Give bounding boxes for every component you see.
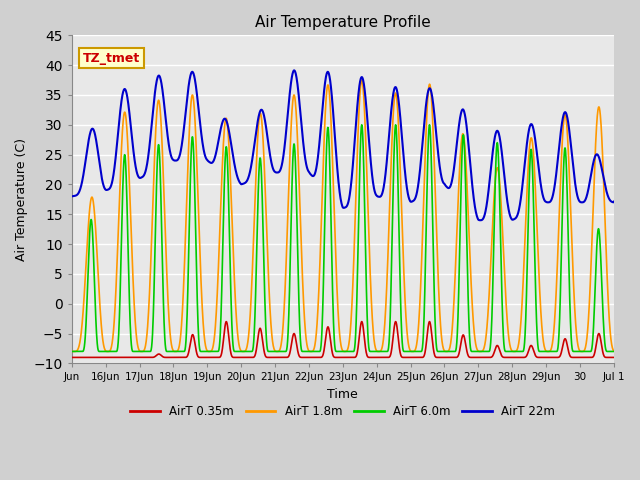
Text: TZ_tmet: TZ_tmet [83, 52, 140, 65]
X-axis label: Time: Time [328, 388, 358, 401]
Legend: AirT 0.35m, AirT 1.8m, AirT 6.0m, AirT 22m: AirT 0.35m, AirT 1.8m, AirT 6.0m, AirT 2… [125, 401, 560, 423]
Title: Air Temperature Profile: Air Temperature Profile [255, 15, 431, 30]
Y-axis label: Air Temperature (C): Air Temperature (C) [15, 138, 28, 261]
